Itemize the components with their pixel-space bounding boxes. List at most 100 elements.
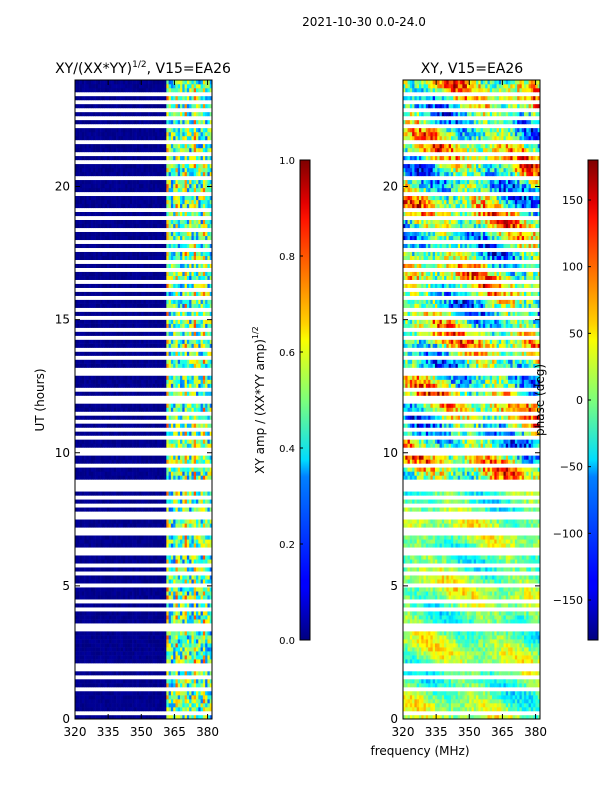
- amplitude-cell: [184, 187, 188, 193]
- amplitude-cell: [184, 183, 188, 189]
- amplitude-cell: [77, 543, 80, 548]
- amplitude-cell: [193, 423, 197, 428]
- amplitude-cell: [75, 475, 78, 480]
- amplitude-cell: [191, 263, 195, 268]
- amplitude-cell: [100, 283, 103, 288]
- amplitude-cell: [127, 591, 131, 596]
- amplitude-cell: [100, 323, 103, 328]
- amplitude-cell: [95, 603, 99, 608]
- amplitude-cell: [97, 659, 101, 664]
- amplitude-cell: [198, 691, 201, 696]
- amplitude-cell: [157, 603, 160, 608]
- amplitude-cell: [129, 507, 133, 512]
- amplitude-cell: [125, 375, 128, 380]
- amplitude-cell: [173, 375, 176, 380]
- amplitude-cell: [104, 331, 108, 336]
- amplitude-cell: [159, 251, 163, 257]
- amplitude-cell: [189, 255, 192, 261]
- amplitude-cell: [81, 251, 85, 257]
- amplitude-cell: [136, 311, 140, 316]
- amplitude-cell: [189, 639, 192, 644]
- amplitude-cell: [143, 423, 147, 428]
- amplitude-cell: [209, 655, 213, 660]
- amplitude-cell: [193, 587, 197, 592]
- amplitude-cell: [177, 507, 181, 512]
- flagged-row: [75, 395, 212, 400]
- amplitude-cell: [134, 271, 137, 276]
- amplitude-cell: [166, 271, 169, 276]
- amplitude-cell: [205, 311, 208, 316]
- amplitude-cell: [136, 707, 140, 712]
- amplitude-cell: [196, 579, 199, 584]
- amplitude-cell: [182, 211, 185, 217]
- amplitude-cell: [109, 403, 112, 408]
- amplitude-cell: [164, 699, 167, 704]
- amplitude-cell: [84, 647, 87, 652]
- amplitude-cell: [118, 619, 121, 624]
- amplitude-cell: [148, 235, 151, 241]
- amplitude-cell: [184, 491, 188, 496]
- amplitude-cell: [186, 595, 190, 600]
- amplitude-cell: [186, 683, 190, 688]
- amplitude-cell: [209, 499, 213, 504]
- amplitude-cell: [154, 379, 158, 384]
- amplitude-cell: [209, 219, 213, 225]
- flagged-row: [75, 487, 212, 492]
- amplitude-cell: [111, 543, 115, 548]
- amplitude-cell: [111, 203, 115, 209]
- amplitude-cell: [100, 591, 103, 596]
- amplitude-cell: [170, 323, 174, 328]
- amplitude-cell: [170, 519, 174, 524]
- amplitude-cell: [88, 643, 92, 648]
- amplitude-cell: [173, 231, 176, 237]
- amplitude-cell: [100, 459, 103, 464]
- amplitude-cell: [159, 543, 163, 548]
- amplitude-cell: [116, 523, 119, 528]
- amplitude-cell: [116, 251, 119, 257]
- amplitude-cell: [127, 475, 131, 480]
- amplitude-cell: [81, 203, 85, 209]
- amplitude-cell: [90, 311, 94, 316]
- amplitude-cell: [109, 523, 112, 528]
- amplitude-cell: [122, 187, 126, 193]
- amplitude-cell: [81, 611, 85, 616]
- amplitude-cell: [184, 499, 188, 504]
- amplitude-cell: [202, 311, 206, 316]
- amplitude-cell: [111, 499, 115, 504]
- amplitude-cell: [164, 659, 167, 664]
- amplitude-cell: [145, 443, 149, 448]
- amplitude-cell: [209, 203, 213, 209]
- amplitude-cell: [170, 339, 174, 344]
- amplitude-cell: [196, 595, 199, 600]
- amplitude-cell: [202, 523, 206, 528]
- amplitude-cell: [193, 615, 197, 620]
- amplitude-cell: [127, 235, 131, 241]
- amplitude-cell: [132, 499, 135, 504]
- amplitude-cell: [173, 443, 176, 448]
- amplitude-cell: [100, 319, 103, 324]
- amplitude-cell: [100, 715, 103, 720]
- amplitude-cell: [81, 631, 85, 636]
- amplitude-cell: [164, 539, 167, 544]
- amplitude-cell: [88, 195, 92, 201]
- amplitude-cell: [122, 559, 126, 564]
- amplitude-cell: [159, 475, 163, 480]
- amplitude-cell: [170, 251, 174, 257]
- amplitude-cell: [88, 699, 92, 704]
- amplitude-cell: [193, 631, 197, 636]
- amplitude-cell: [202, 499, 206, 504]
- amplitude-cell: [170, 299, 174, 304]
- amplitude-cell: [118, 631, 121, 636]
- amplitude-cell: [127, 211, 131, 217]
- amplitude-cell: [196, 199, 199, 205]
- amplitude-cell: [166, 403, 169, 408]
- amplitude-cell: [113, 555, 117, 560]
- amplitude-cell: [150, 579, 153, 584]
- amplitude-cell: [141, 647, 144, 652]
- amplitude-cell: [134, 407, 137, 412]
- amplitude-cell: [102, 575, 105, 580]
- amplitude-cell: [164, 243, 167, 249]
- amplitude-cell: [184, 575, 188, 580]
- amplitude-cell: [200, 223, 204, 229]
